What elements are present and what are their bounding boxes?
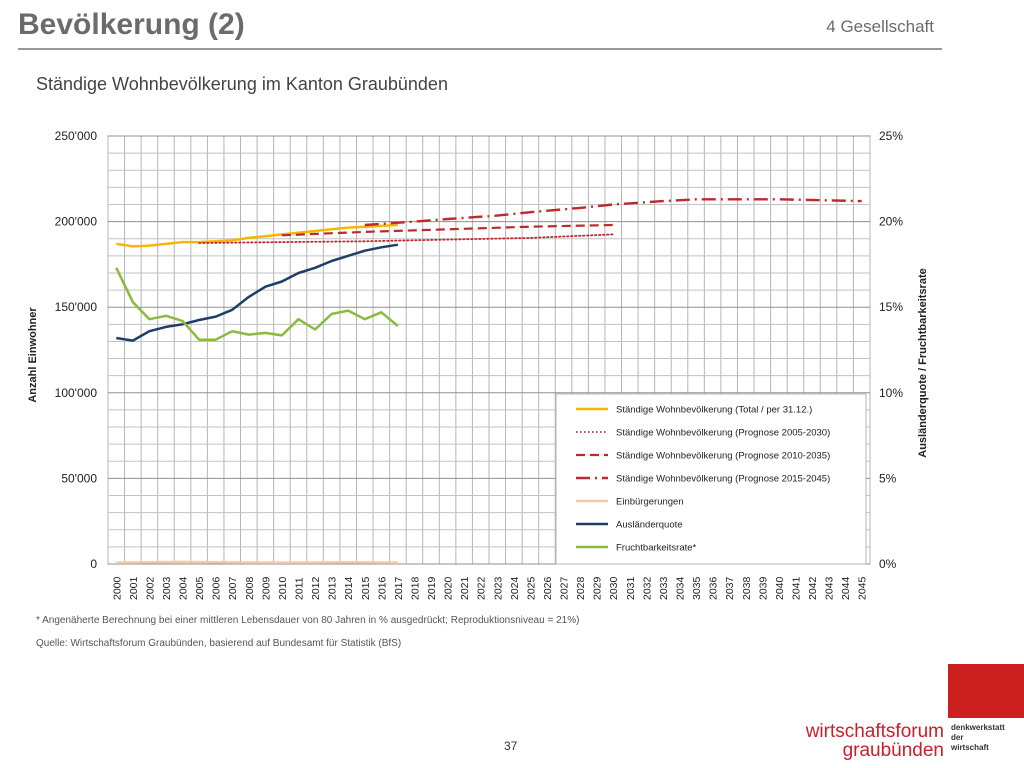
legend-label-5: Ausländerquote xyxy=(616,520,683,531)
x-tick-label: 2015 xyxy=(360,576,372,600)
series-line-3 xyxy=(364,198,862,227)
x-tick-label: 2036 xyxy=(708,576,720,600)
y-tick-label-right: 20% xyxy=(879,215,903,229)
x-tick-label: 2006 xyxy=(211,576,223,600)
x-tick-label: 2045 xyxy=(857,576,869,600)
slide-title: Bevölkerung (2) xyxy=(18,8,245,41)
legend-label-4: Einbürgerungen xyxy=(616,497,684,508)
x-tick-label: 2004 xyxy=(178,576,190,600)
x-tick-label: 2002 xyxy=(144,576,156,600)
x-tick-label: 2011 xyxy=(294,577,306,600)
y-tick-label-left: 250'000 xyxy=(55,129,98,143)
x-tick-label: 2028 xyxy=(575,576,587,600)
y-axis-title-right: Ausländerquote / Fruchtbarkeitsrate xyxy=(917,268,929,458)
y-tick-label-right: 25% xyxy=(879,129,903,143)
x-tick-label: 2001 xyxy=(128,576,140,600)
x-tick-label: 2012 xyxy=(310,576,322,600)
x-tick-label: 2037 xyxy=(724,576,736,600)
x-tick-label: 2007 xyxy=(227,576,239,600)
x-tick-label: 2024 xyxy=(509,576,521,600)
y-tick-label-right: 5% xyxy=(879,471,897,485)
brand-subtitle: denkwerkstatt der wirtschaft xyxy=(951,723,1021,753)
brand-sub-line1: denkwerkstatt xyxy=(951,723,1005,732)
x-tick-label: 2014 xyxy=(343,576,355,600)
x-tick-label: 2022 xyxy=(476,576,488,600)
y-axis-title-left: Anzahl Einwohner xyxy=(27,307,39,403)
x-tick-label: 2032 xyxy=(641,576,653,600)
series-line-5 xyxy=(116,243,399,342)
x-tick-label: 2005 xyxy=(194,576,206,600)
legend-label-3: Ständige Wohnbevölkerung (Prognose 2015-… xyxy=(616,474,830,485)
y-tick-label-left: 50'000 xyxy=(61,471,97,485)
x-tick-label: 2043 xyxy=(824,576,836,600)
x-tick-label: 2020 xyxy=(443,576,455,600)
x-tick-label: 2008 xyxy=(244,576,256,600)
x-tick-label: 2016 xyxy=(376,576,388,600)
x-tick-label: 2003 xyxy=(161,576,173,600)
x-tick-label: 2033 xyxy=(658,576,670,600)
y-tick-label-right: 15% xyxy=(879,300,903,314)
brand-sub-line2: der xyxy=(951,733,964,742)
brand-sub-line3: wirtschaft xyxy=(951,743,989,752)
legend-label-2: Ständige Wohnbevölkerung (Prognose 2010-… xyxy=(616,451,830,462)
x-tick-label: 2031 xyxy=(625,576,637,600)
x-tick-label: 2038 xyxy=(741,576,753,600)
x-tick-label: 2027 xyxy=(559,576,571,600)
legend-label-6: Fruchtbarkeitsrate* xyxy=(616,543,697,554)
source-note: Quelle: Wirtschaftsforum Graubünden, bas… xyxy=(36,638,402,649)
series-line-6 xyxy=(115,267,399,341)
x-tick-label: 2034 xyxy=(675,576,687,600)
y-tick-label-right: 0% xyxy=(879,557,897,571)
legend-label-1: Ständige Wohnbevölkerung (Prognose 2005-… xyxy=(616,428,830,439)
brand-red-square xyxy=(948,664,1024,718)
chart-title: Ständige Wohnbevölkerung im Kanton Graub… xyxy=(36,74,448,94)
y-tick-label-left: 100'000 xyxy=(55,386,98,400)
x-tick-label: 2029 xyxy=(592,576,604,600)
x-tick-label: 2039 xyxy=(757,576,769,600)
page-number: 37 xyxy=(504,739,518,753)
y-tick-label-left: 200'000 xyxy=(55,215,98,229)
footnote: * Angenäherte Berechnung bei einer mittl… xyxy=(36,615,580,626)
title-divider xyxy=(18,48,942,50)
brand-name-line1: wirtschaftsforum xyxy=(805,721,944,742)
x-tick-label: 2042 xyxy=(807,576,819,600)
x-tick-label: 2019 xyxy=(426,576,438,600)
x-tick-label: 2009 xyxy=(260,576,272,600)
x-tick-label: 2041 xyxy=(790,576,802,600)
y-tick-label-right: 10% xyxy=(879,386,903,400)
brand-name-line2: graubünden xyxy=(842,740,944,761)
x-tick-label: 2030 xyxy=(608,576,620,600)
x-tick-label: 2026 xyxy=(542,576,554,600)
population-line-chart: 0 50'000 100'000 150'000 200'000 250'000 0% 5% 1… xyxy=(27,129,929,600)
x-tick-label: 2023 xyxy=(492,576,504,600)
x-tick-label: 2000 xyxy=(111,576,123,600)
x-tick-label: 2044 xyxy=(840,576,852,600)
x-tick-label: 2018 xyxy=(409,576,421,600)
x-tick-label: 2010 xyxy=(277,576,289,600)
y-tick-label-left: 150'000 xyxy=(55,300,98,314)
brand-logo-text: wirtschaftsforum graubünden xyxy=(790,722,944,760)
x-tick-label: 2040 xyxy=(774,576,786,600)
y-tick-label-left: 0 xyxy=(90,557,97,571)
x-tick-label: 2017 xyxy=(393,576,405,600)
series-line-4 xyxy=(116,560,398,564)
x-tick-label: 2013 xyxy=(327,576,339,600)
x-tick-label: 3035 xyxy=(691,576,703,600)
x-tick-label: 2021 xyxy=(459,576,471,600)
x-tick-label: 2025 xyxy=(525,576,537,600)
section-label: 4 Gesellschaft xyxy=(826,17,934,36)
series-line-0 xyxy=(116,223,398,248)
series-line-1 xyxy=(198,233,615,244)
legend-label-0: Ständige Wohnbevölkerung (Total / per 31… xyxy=(616,405,812,416)
